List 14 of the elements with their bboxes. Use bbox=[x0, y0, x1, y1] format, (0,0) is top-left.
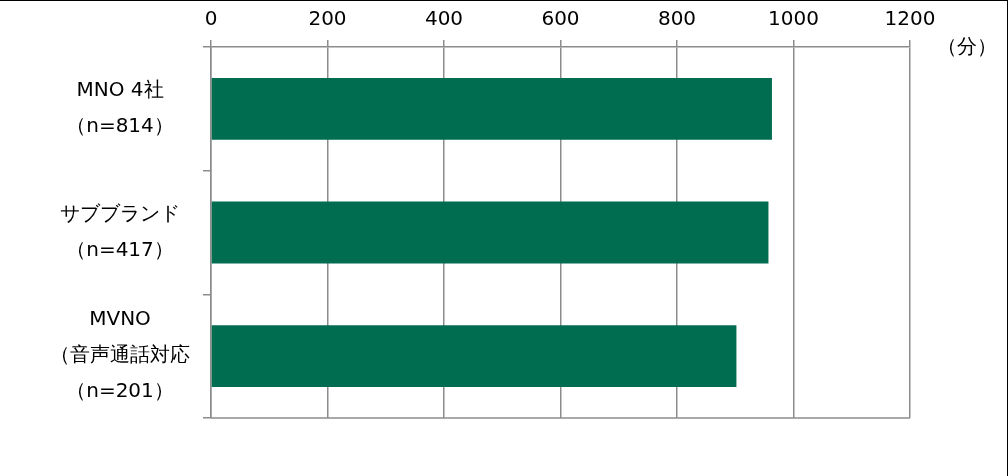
x-tick-label: 1000 bbox=[768, 6, 819, 31]
y-tick-label: MVNO（音声通話対応（n=201） bbox=[50, 306, 190, 403]
x-tick-label: 200 bbox=[308, 6, 347, 31]
x-axis-title: （分） bbox=[937, 34, 997, 59]
bar bbox=[211, 77, 772, 140]
x-tick-label: 400 bbox=[424, 6, 464, 31]
x-tick-label: 1200 bbox=[884, 6, 936, 31]
x-tick-label: 0 bbox=[204, 6, 218, 31]
bar bbox=[211, 325, 737, 388]
x-tick-label: 800 bbox=[657, 6, 697, 31]
bar bbox=[211, 201, 769, 264]
y-tick-label: MNO 4社（n=814） bbox=[66, 77, 174, 138]
x-tick-label: 600 bbox=[541, 6, 580, 31]
y-tick-label: サブブランド（n=417） bbox=[60, 200, 180, 261]
